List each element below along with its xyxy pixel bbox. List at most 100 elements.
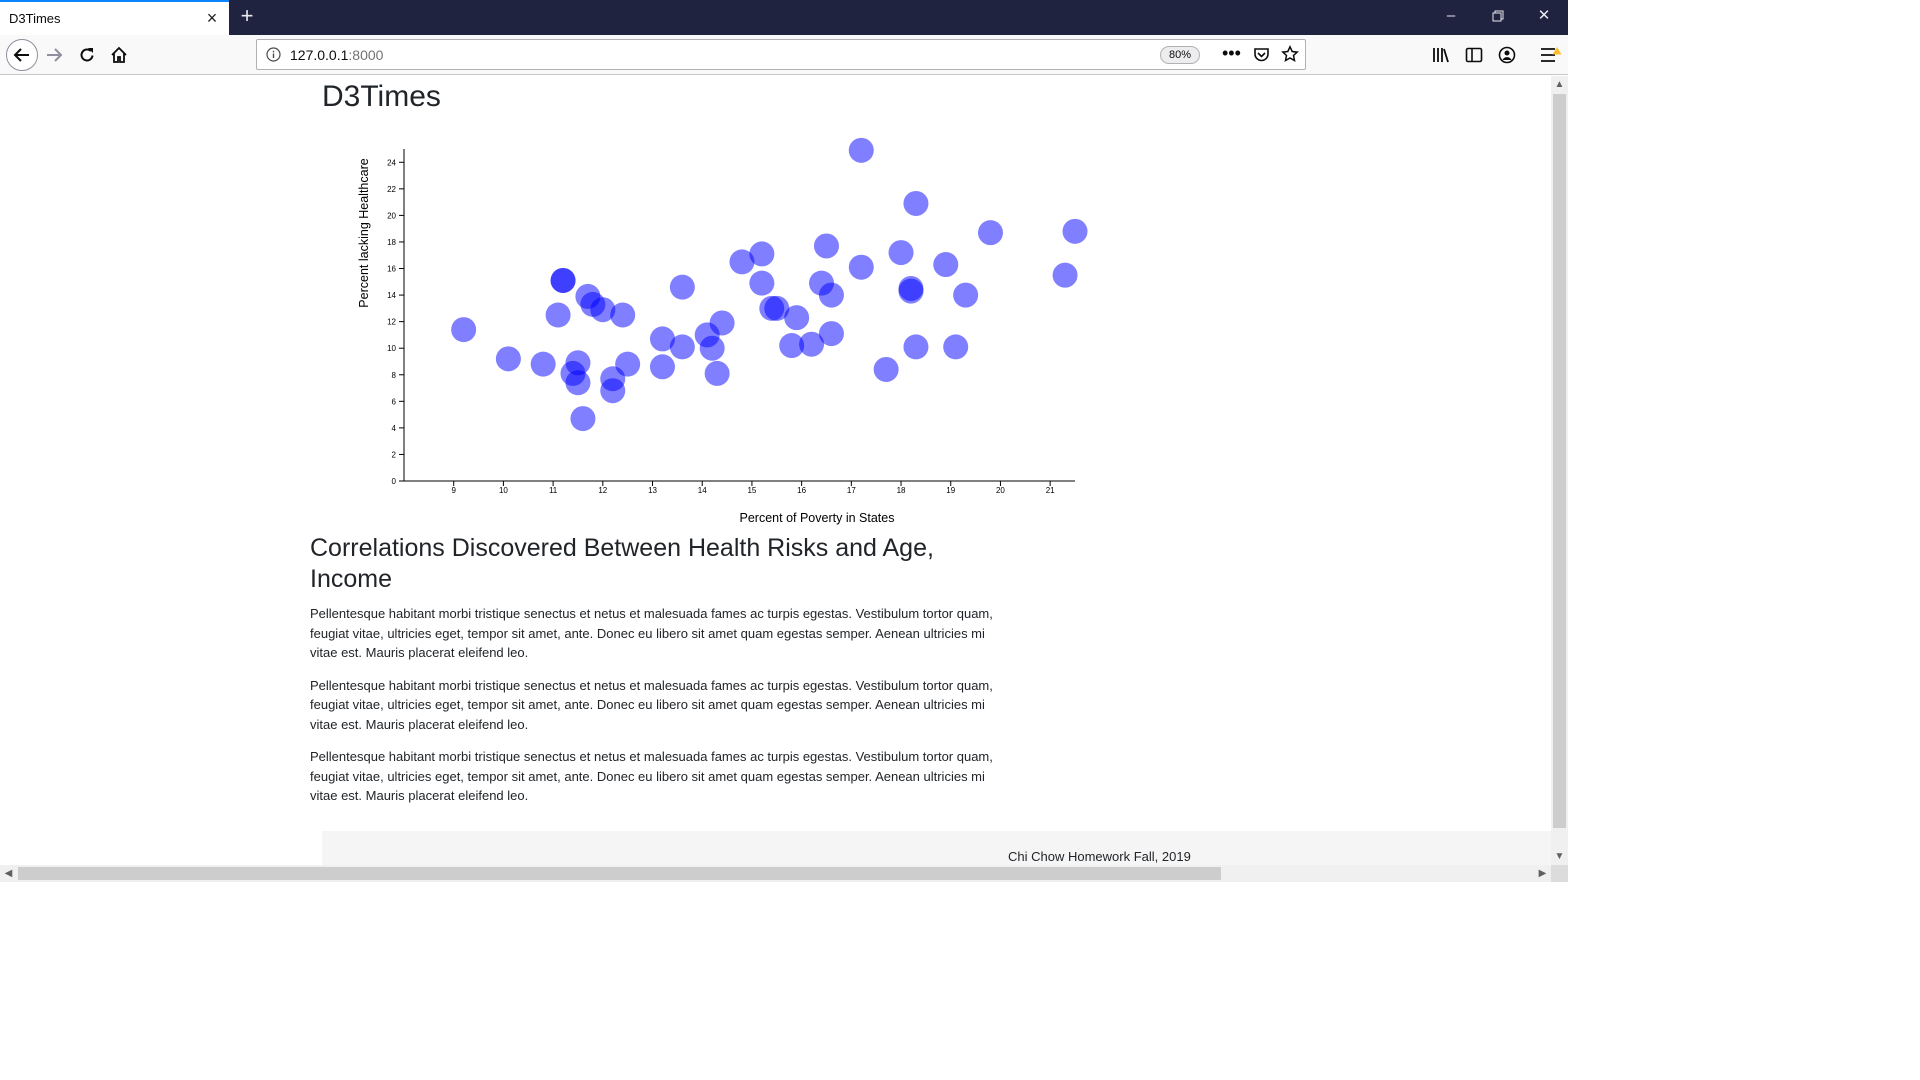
x-axis: 9 10 11 12 13 14 15 16 17 18 19 20 21 — [404, 480, 1075, 495]
data-point — [729, 249, 755, 275]
data-point — [764, 295, 790, 321]
x-tick-label: 15 — [747, 486, 756, 495]
x-tick-label: 13 — [648, 486, 657, 495]
tab-strip: D3Times × + – ✕ — [0, 0, 1568, 35]
data-point — [818, 321, 844, 347]
data-point — [848, 254, 874, 280]
page-title: D3Times — [322, 80, 441, 113]
scroll-up-icon[interactable]: ▲ — [1554, 79, 1565, 90]
data-point — [749, 241, 775, 267]
data-point — [799, 331, 825, 357]
home-icon[interactable] — [105, 41, 133, 69]
window-close-icon[interactable]: ✕ — [1537, 7, 1551, 24]
data-point — [903, 190, 929, 216]
data-point — [545, 302, 571, 328]
back-arrow-icon[interactable] — [6, 39, 38, 71]
data-point — [898, 278, 924, 304]
article: Correlations Discovered Between Health R… — [310, 533, 1000, 819]
pocket-icon[interactable] — [1253, 46, 1270, 68]
footer-text: Chi Chow Homework Fall, 2019 — [1008, 849, 1191, 864]
restore-icon[interactable] — [1488, 5, 1508, 27]
y-tick-label: 6 — [392, 397, 397, 406]
more-icon[interactable]: ••• — [1222, 43, 1241, 63]
url-text: 127.0.0.1:8000 — [290, 47, 383, 63]
article-paragraph: Pellentesque habitant morbi tristique se… — [310, 749, 993, 803]
data-point — [784, 305, 810, 331]
y-tick-label: 18 — [387, 238, 396, 247]
data-point — [978, 220, 1004, 246]
data-point — [749, 270, 775, 296]
data-point — [1052, 262, 1078, 288]
data-point — [933, 252, 959, 278]
zoom-indicator[interactable]: 80% — [1160, 46, 1200, 64]
footer: Chi Chow Homework Fall, 2019 — [322, 831, 1551, 865]
sidebar-icon[interactable] — [1465, 46, 1483, 69]
x-tick-label: 19 — [946, 486, 955, 495]
star-icon[interactable] — [1281, 45, 1299, 68]
data-point — [610, 302, 636, 328]
article-paragraph: Pellentesque habitant morbi tristique se… — [310, 606, 993, 660]
menu-icon[interactable] — [1540, 46, 1562, 69]
data-point — [669, 274, 695, 300]
x-tick-label: 14 — [698, 486, 707, 495]
horizontal-scrollbar[interactable]: ◀ ▶ — [0, 865, 1551, 882]
y-tick-label: 2 — [392, 450, 397, 459]
plus-icon[interactable]: + — [240, 3, 254, 28]
minimize-icon[interactable]: – — [1446, 7, 1456, 24]
horizontal-scroll-thumb[interactable] — [18, 867, 1221, 880]
data-point — [813, 233, 839, 259]
y-tick-label: 14 — [387, 291, 396, 300]
data-point — [779, 333, 805, 359]
y-tick-label: 8 — [392, 371, 397, 380]
data-point — [818, 282, 844, 308]
url-bar[interactable]: 127.0.0.1:8000 80% ••• — [256, 39, 1306, 70]
article-heading: Correlations Discovered Between Health R… — [310, 534, 934, 593]
data-point — [600, 378, 626, 404]
data-point — [565, 350, 591, 376]
scroll-down-icon[interactable]: ▼ — [1554, 851, 1565, 862]
navigation-bar: 127.0.0.1:8000 80% ••• — [0, 35, 1568, 75]
x-tick-label: 20 — [996, 486, 1005, 495]
vertical-scroll-thumb[interactable] — [1553, 94, 1566, 828]
account-icon[interactable] — [1498, 46, 1516, 69]
data-point — [873, 356, 899, 382]
y-tick-label: 16 — [387, 265, 396, 274]
y-tick-label: 12 — [387, 318, 396, 327]
data-points — [451, 137, 1088, 432]
y-tick-label: 20 — [387, 211, 396, 220]
forward-arrow-icon[interactable] — [40, 41, 68, 69]
x-tick-label: 16 — [797, 486, 806, 495]
data-point — [550, 267, 576, 293]
url-host: 127.0.0.1 — [290, 47, 349, 63]
info-icon[interactable] — [266, 47, 281, 67]
x-tick-label: 21 — [1046, 486, 1055, 495]
x-tick-label: 10 — [499, 486, 508, 495]
close-icon[interactable]: × — [206, 8, 218, 28]
url-port: :8000 — [348, 47, 384, 63]
scrollbar-corner — [1551, 865, 1568, 882]
vertical-scrollbar[interactable]: ▲ ▼ — [1551, 76, 1568, 865]
reload-icon[interactable] — [73, 41, 101, 69]
data-point — [953, 282, 979, 308]
data-point — [495, 346, 521, 372]
data-point — [530, 351, 556, 377]
x-axis-label: Percent of Poverty in States — [740, 511, 895, 525]
x-tick-label: 17 — [847, 486, 856, 495]
tab-d3times[interactable]: D3Times × — [0, 0, 229, 35]
data-point — [649, 326, 675, 352]
x-tick-label: 11 — [549, 486, 558, 495]
data-point — [1062, 218, 1088, 244]
data-point — [570, 406, 596, 432]
x-tick-label: 9 — [451, 486, 456, 495]
scroll-left-icon[interactable]: ◀ — [4, 868, 13, 879]
data-point — [615, 351, 641, 377]
library-icon[interactable] — [1432, 46, 1450, 69]
data-point — [590, 297, 616, 323]
y-tick-label: 0 — [392, 477, 397, 486]
scroll-right-icon[interactable]: ▶ — [1538, 868, 1547, 879]
data-point — [565, 370, 591, 396]
data-point — [848, 137, 874, 163]
x-tick-label: 12 — [598, 486, 607, 495]
